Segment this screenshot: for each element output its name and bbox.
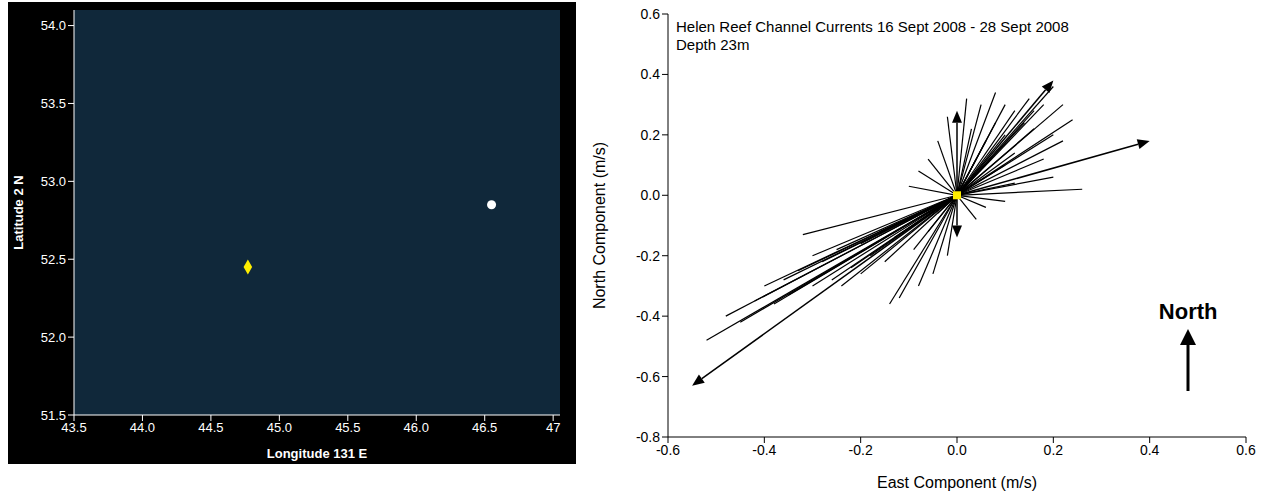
- svg-text:44.5: 44.5: [198, 420, 223, 435]
- html-text:Depth 23m: Depth 23m: [676, 36, 750, 53]
- svg-text:0.0: 0.0: [641, 187, 661, 203]
- svg-text:East Component (m/s): East Component (m/s): [877, 474, 1037, 491]
- svg-text:53.0: 53.0: [41, 174, 66, 189]
- html-text:North: North: [1158, 299, 1218, 325]
- svg-text:46.5: 46.5: [472, 420, 497, 435]
- svg-text:43.5: 43.5: [61, 420, 87, 436]
- svg-text:52.5: 52.5: [41, 252, 66, 267]
- svg-text:51.5: 51.5: [41, 408, 66, 423]
- svg-text:0.6: 0.6: [1236, 442, 1256, 458]
- svg-text:47: 47: [546, 420, 560, 435]
- svg-text:52.0: 52.0: [41, 330, 66, 345]
- svg-text:-0.6: -0.6: [636, 369, 660, 385]
- svg-text:-0.6: -0.6: [655, 441, 681, 458]
- svg-text:-0.8: -0.8: [636, 429, 660, 445]
- svg-text:46.0: 46.0: [404, 420, 429, 435]
- svg-text:North Component (m/s): North Component (m/s): [591, 142, 608, 309]
- svg-text:-0.2: -0.2: [636, 248, 660, 264]
- svg-text:-0.2: -0.2: [849, 442, 873, 458]
- svg-text:44.0: 44.0: [130, 420, 155, 435]
- svg-text:0.4: 0.4: [1140, 442, 1160, 458]
- svg-text:-0.4: -0.4: [752, 442, 776, 458]
- svg-text:53.5: 53.5: [41, 96, 66, 111]
- svg-text:Longitude 131 E: Longitude 131 E: [267, 446, 368, 461]
- svg-text:54.0: 54.0: [41, 18, 66, 33]
- svg-text:0.2: 0.2: [1044, 442, 1064, 458]
- html-text:Helen Reef Channel Currents 16: Helen Reef Channel Currents 16 Sept 2008…: [676, 18, 1069, 35]
- svg-text:0.4: 0.4: [641, 66, 661, 82]
- svg-text:45.5: 45.5: [335, 420, 360, 435]
- svg-text:-0.4: -0.4: [636, 308, 660, 324]
- svg-text:0.2: 0.2: [641, 127, 661, 143]
- svg-text:Latitude 2 N: Latitude 2 N: [11, 175, 26, 249]
- svg-text:0.6: 0.6: [641, 6, 661, 22]
- svg-text:45.0: 45.0: [267, 420, 292, 435]
- svg-text:0.0: 0.0: [947, 442, 967, 458]
